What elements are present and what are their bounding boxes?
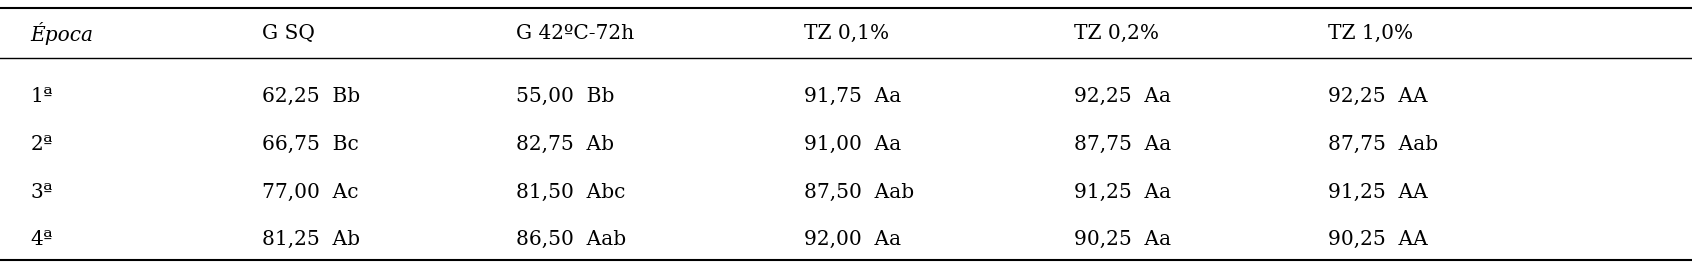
Text: 92,25  AA: 92,25 AA	[1328, 87, 1428, 106]
Text: 87,50  Aab: 87,50 Aab	[804, 183, 914, 202]
Text: 1ª: 1ª	[30, 87, 52, 106]
Text: 62,25  Bb: 62,25 Bb	[262, 87, 360, 106]
Text: 91,25  AA: 91,25 AA	[1328, 183, 1428, 202]
Text: 4ª: 4ª	[30, 230, 52, 249]
Text: 87,75  Aab: 87,75 Aab	[1328, 135, 1438, 154]
Text: 87,75  Aa: 87,75 Aa	[1074, 135, 1171, 154]
Text: 86,50  Aab: 86,50 Aab	[516, 230, 626, 249]
Text: Época: Época	[30, 22, 93, 45]
Text: TZ 1,0%: TZ 1,0%	[1328, 24, 1413, 43]
Text: 92,00  Aa: 92,00 Aa	[804, 230, 900, 249]
Text: G 42ºC-72h: G 42ºC-72h	[516, 24, 634, 43]
Text: 90,25  AA: 90,25 AA	[1328, 230, 1428, 249]
Text: 90,25  Aa: 90,25 Aa	[1074, 230, 1171, 249]
Text: 55,00  Bb: 55,00 Bb	[516, 87, 614, 106]
Text: 91,00  Aa: 91,00 Aa	[804, 135, 900, 154]
Text: 2ª: 2ª	[30, 135, 52, 154]
Text: 81,25  Ab: 81,25 Ab	[262, 230, 360, 249]
Text: G SQ: G SQ	[262, 24, 315, 43]
Text: 66,75  Bc: 66,75 Bc	[262, 135, 359, 154]
Text: 81,50  Abc: 81,50 Abc	[516, 183, 626, 202]
Text: 77,00  Ac: 77,00 Ac	[262, 183, 359, 202]
Text: 82,75  Ab: 82,75 Ab	[516, 135, 614, 154]
Text: TZ 0,1%: TZ 0,1%	[804, 24, 888, 43]
Text: 92,25  Aa: 92,25 Aa	[1074, 87, 1171, 106]
Text: 91,75  Aa: 91,75 Aa	[804, 87, 900, 106]
Text: 91,25  Aa: 91,25 Aa	[1074, 183, 1171, 202]
Text: TZ 0,2%: TZ 0,2%	[1074, 24, 1159, 43]
Text: 3ª: 3ª	[30, 183, 52, 202]
